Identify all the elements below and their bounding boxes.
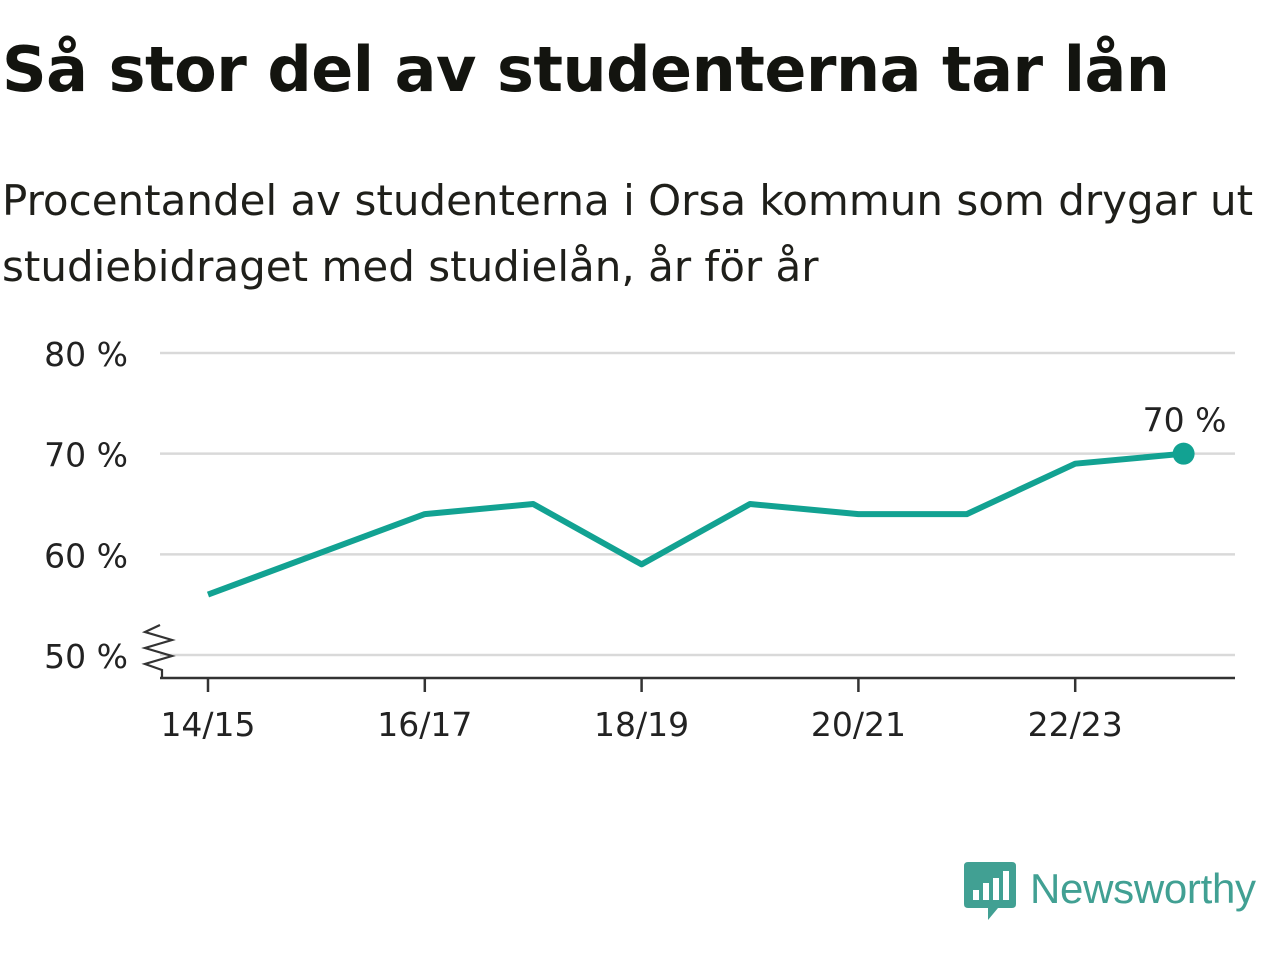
- series-line: [206, 450, 1184, 598]
- x-tick-label: 20/21: [811, 705, 906, 744]
- x-tick-label: 16/17: [377, 705, 472, 744]
- y-tick-label: 60 %: [44, 536, 128, 575]
- y-tick-label: 80 %: [44, 335, 128, 374]
- x-tick-label: 14/15: [160, 705, 255, 744]
- newsworthy-logo-icon: [964, 862, 1016, 920]
- axis-break-icon: [141, 624, 176, 678]
- end-value-label: 70 %: [1143, 401, 1227, 440]
- y-tick-label: 70 %: [44, 436, 128, 475]
- newsworthy-logo: Newsworthy: [964, 862, 1256, 926]
- line-chart: 50 % 60 % 70 % 80 % 14/15 16/17 18/19 20/21 22/2…: [44, 335, 1235, 744]
- axes: [141, 624, 1235, 692]
- x-tick-label: 22/23: [1028, 705, 1123, 744]
- chart-subtitle: Procentandel av studenterna i Orsa kommu…: [2, 176, 1254, 291]
- gridlines: [160, 351, 1235, 657]
- brand-name: Newsworthy: [1030, 865, 1256, 912]
- end-point-marker: [1172, 442, 1195, 465]
- labels: 50 % 60 % 70 % 80 % 14/15 16/17 18/19 20/21 22/2…: [44, 335, 1226, 744]
- chart-title: Så stor del av studenterna tar lån: [2, 33, 1170, 106]
- y-tick-label: 50 %: [44, 637, 128, 676]
- series-layer: [206, 442, 1195, 598]
- x-tick-label: 18/19: [594, 705, 689, 744]
